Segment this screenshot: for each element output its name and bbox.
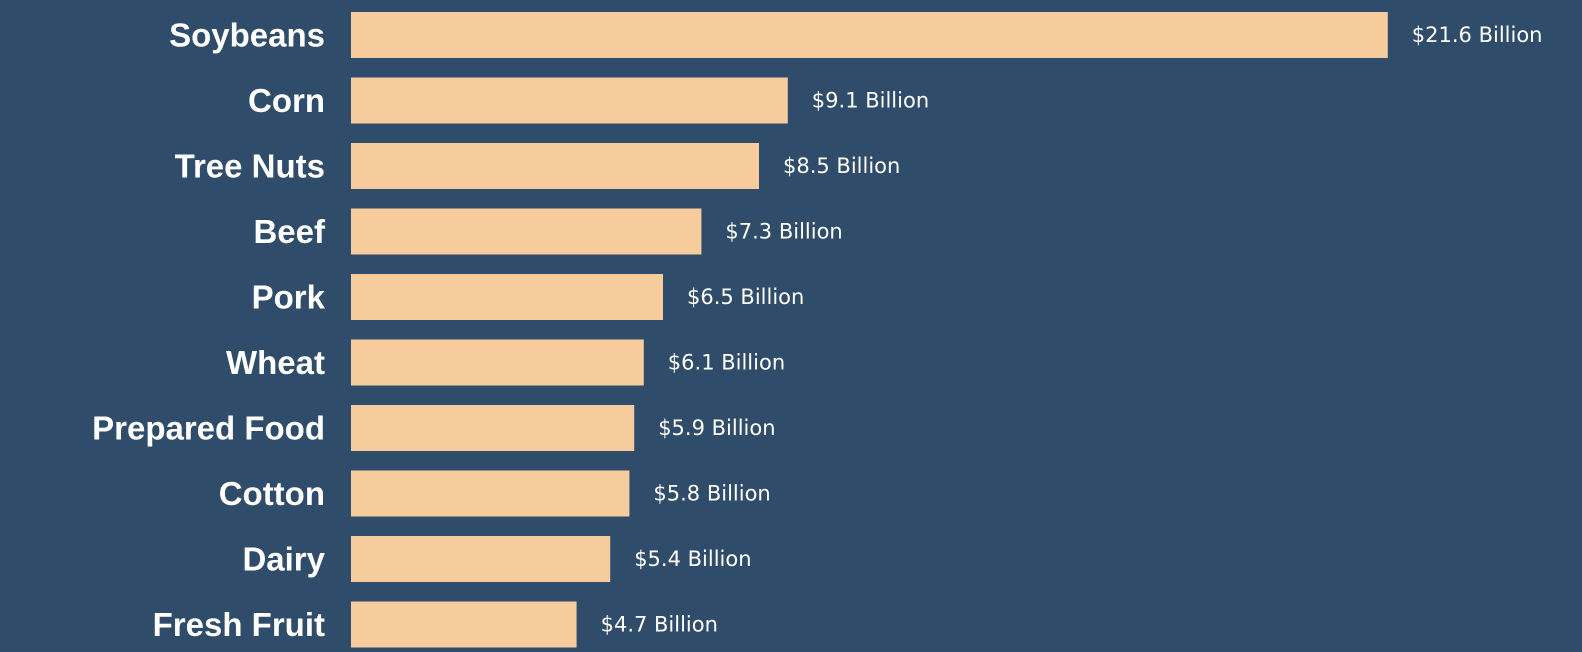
bar-soybeans xyxy=(351,12,1388,58)
category-label: Soybeans xyxy=(169,17,325,54)
category-label: Dairy xyxy=(242,541,325,578)
bar-tree-nuts xyxy=(351,143,759,189)
value-label: $6.5 Billion xyxy=(687,285,804,309)
bar-cotton xyxy=(351,470,630,517)
category-label: Fresh Fruit xyxy=(153,606,325,643)
category-label: Prepared Food xyxy=(92,410,325,447)
value-label: $7.3 Billion xyxy=(725,220,842,244)
value-label: $9.1 Billion xyxy=(812,89,929,113)
value-label: $4.7 Billion xyxy=(601,613,718,637)
value-label: $5.4 Billion xyxy=(634,547,751,571)
category-label: Corn xyxy=(248,82,325,119)
value-label: $5.8 Billion xyxy=(653,482,770,506)
bar-beef xyxy=(351,208,702,255)
category-label: Pork xyxy=(252,279,326,316)
category-label: Cotton xyxy=(219,475,325,512)
bar-dairy xyxy=(351,536,611,582)
value-label: $6.1 Billion xyxy=(668,351,785,375)
category-labels-group: Soybeans Corn Tree Nuts Beef Pork Wheat Prepar… xyxy=(92,17,326,644)
bar-corn xyxy=(351,77,788,124)
value-labels-group: $21.6 Billion $9.1 Billion $8.5 Billion $7.… xyxy=(601,23,1543,637)
bar-wheat xyxy=(351,339,644,386)
bars-group xyxy=(351,12,1388,648)
bar-fresh-fruit xyxy=(351,601,577,648)
bar-prepared-food xyxy=(351,405,635,451)
value-label: $21.6 Billion xyxy=(1412,23,1543,47)
value-label: $8.5 Billion xyxy=(783,154,900,178)
category-label: Tree Nuts xyxy=(175,148,325,185)
category-label: Beef xyxy=(253,213,326,250)
bar-pork xyxy=(351,274,663,320)
category-label: Wheat xyxy=(226,344,325,381)
value-label: $5.9 Billion xyxy=(658,416,775,440)
